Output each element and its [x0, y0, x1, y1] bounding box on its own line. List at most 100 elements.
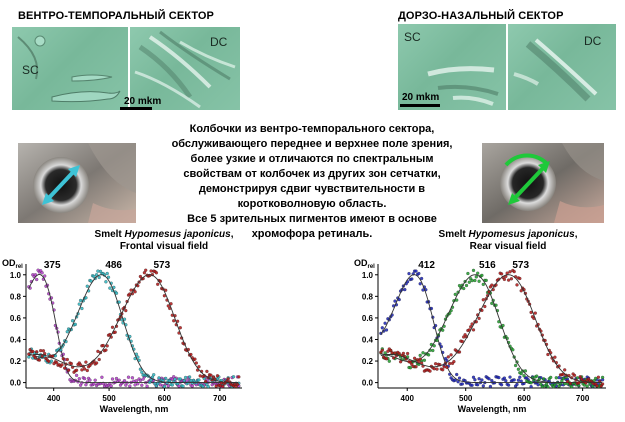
left-section-title: ВЕНТРО-ТЕМПОРАЛЬНЫЙ СЕКТОР: [18, 10, 214, 22]
right-section-title: ДОРЗО-НАЗАЛЬНЫЙ СЕКТОР: [398, 10, 564, 22]
y-tick-label: 0.0: [10, 379, 22, 388]
data-point: [157, 376, 161, 380]
caption-line: обслуживающего переднее и верхнее поле з…: [171, 138, 453, 150]
data-point: [596, 375, 601, 379]
data-point: [516, 378, 521, 382]
data-point: [203, 379, 208, 384]
data-point: [77, 302, 81, 306]
x-tick-label: 500: [459, 394, 473, 403]
data-point: [43, 274, 47, 278]
data-point: [138, 274, 143, 279]
data-point: [41, 349, 46, 353]
peak-label: 486: [105, 260, 122, 271]
data-point: [535, 374, 539, 378]
data-point: [209, 373, 213, 377]
data-point: [484, 278, 488, 283]
data-point: [235, 382, 240, 387]
data-point: [522, 374, 526, 378]
data-point: [476, 383, 480, 387]
data-point: [445, 365, 449, 370]
data-point: [128, 384, 132, 388]
data-point: [39, 348, 43, 353]
data-point: [544, 382, 549, 386]
data-point: [124, 308, 128, 313]
x-tick-label: 400: [401, 394, 415, 403]
data-point: [69, 361, 73, 366]
scale-bar-left: [120, 107, 152, 110]
data-point: [418, 357, 422, 361]
data-point: [431, 348, 435, 353]
data-point: [455, 372, 459, 377]
data-point: [172, 375, 176, 379]
data-point: [384, 357, 389, 361]
y-tick-label: 0.2: [10, 357, 22, 366]
fish-eye-photo-left: [18, 143, 136, 223]
data-point: [457, 376, 462, 380]
data-point: [35, 277, 39, 282]
data-point: [411, 364, 415, 369]
data-point: [85, 368, 89, 373]
data-point: [518, 276, 522, 281]
data-point: [506, 383, 511, 387]
data-point: [80, 306, 84, 311]
data-point: [82, 376, 87, 381]
double-cones-illustration: [134, 30, 236, 109]
data-point: [197, 378, 201, 382]
data-point: [490, 378, 494, 383]
data-point: [561, 376, 565, 381]
sc-label-right: SC: [404, 30, 421, 44]
y-tick-label: 0.0: [362, 379, 374, 388]
x-tick-label: 600: [517, 394, 531, 403]
data-point: [504, 379, 508, 383]
data-point: [577, 381, 581, 385]
data-point: [100, 375, 104, 379]
data-point: [578, 375, 582, 379]
data-point: [512, 269, 516, 274]
data-point: [407, 271, 411, 276]
data-point: [65, 330, 69, 334]
y-axis-label: ODrel: [354, 258, 375, 270]
data-point: [237, 375, 241, 379]
data-point: [201, 384, 205, 389]
data-point: [499, 272, 504, 276]
left-plot-title-species: Hypomesus japonicus: [124, 229, 231, 240]
data-point: [490, 283, 494, 287]
data-point: [97, 357, 101, 362]
template-curve: [28, 274, 239, 383]
data-point: [122, 379, 127, 383]
y-axis-label: ODrel: [2, 258, 23, 270]
data-point: [384, 328, 389, 332]
data-point: [117, 378, 121, 382]
data-point: [206, 384, 210, 389]
data-point: [572, 373, 577, 378]
data-point: [85, 284, 89, 288]
data-point: [417, 271, 421, 276]
chart-frontal-svg: 0.0 0.2 0.4 0.6 0.8 1.0 400 500 600 700 ODrel Wavel…: [2, 258, 242, 414]
left-plot-title-prefix: Smelt: [94, 229, 125, 240]
data-point: [113, 330, 117, 334]
data-point: [570, 385, 574, 389]
data-point: [114, 376, 119, 381]
data-point: [557, 375, 561, 380]
data-point: [94, 361, 99, 365]
caption-line: хромофора ретиналь.: [251, 228, 373, 240]
data-point: [537, 377, 542, 381]
y-tick-label: 0.8: [10, 292, 22, 301]
data-point: [108, 286, 112, 290]
caption-line: коротковолновую область.: [237, 198, 387, 210]
left-plot-subtitle: Frontal visual field: [119, 241, 209, 252]
data-point: [401, 351, 406, 356]
data-point: [215, 374, 220, 378]
data-point: [162, 384, 167, 389]
data-point: [403, 287, 407, 292]
data-point: [490, 301, 494, 306]
fish-eye-left-illustration: [18, 143, 136, 223]
data-point: [78, 298, 83, 303]
data-point: [73, 322, 77, 327]
data-point: [519, 371, 523, 376]
data-point: [27, 355, 31, 359]
caption-line: свойствам от колбочек из других зон сетч…: [183, 168, 441, 180]
dc-label-right: DC: [584, 34, 602, 48]
data-point: [563, 368, 567, 372]
data-point: [190, 384, 194, 388]
